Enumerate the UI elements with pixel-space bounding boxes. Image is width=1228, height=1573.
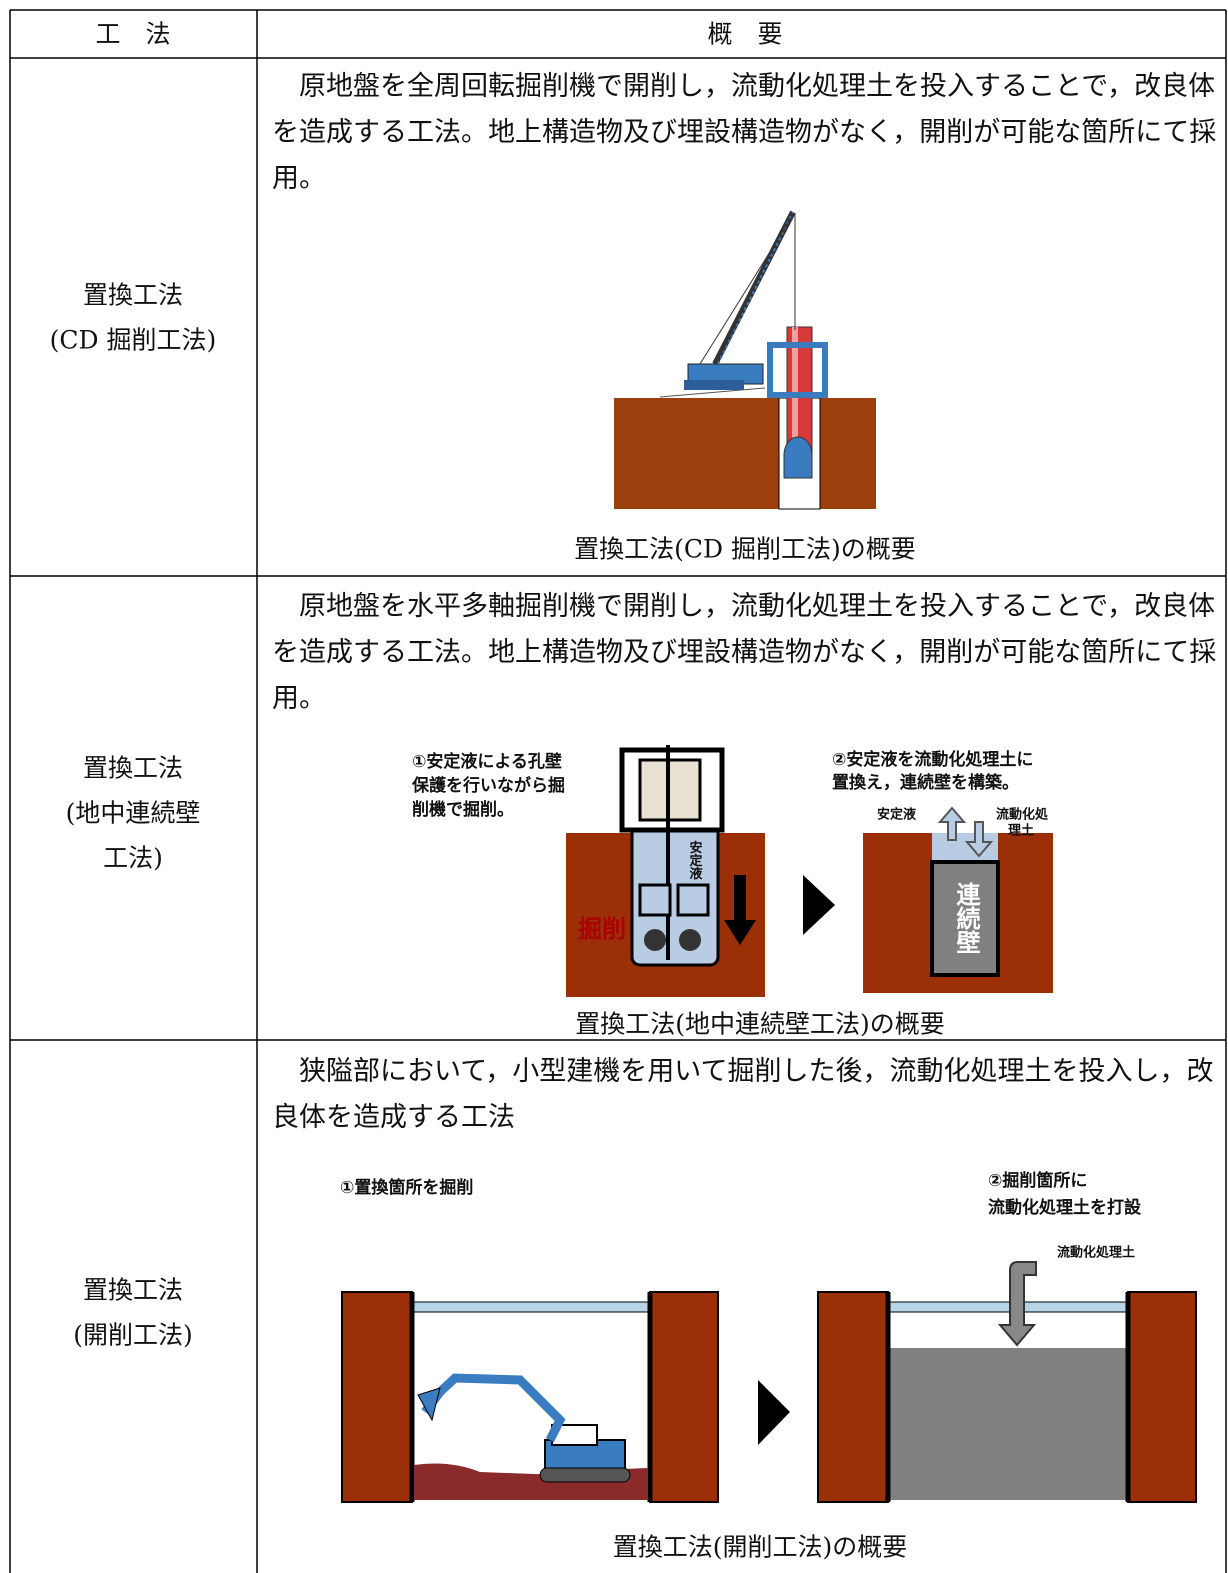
- figure-label: 流動化処理土を打設: [988, 1197, 1142, 1218]
- figure-label: 削機で掘削。: [412, 799, 514, 820]
- method: (地中連続壁: [66, 799, 201, 828]
- caption: 置換工法(開削工法)の概要: [613, 1533, 908, 1562]
- table-grid: [9, 9, 1227, 1573]
- figure-label: 置換え，連続壁を構築。: [832, 772, 1019, 793]
- method: (CD 掘削工法): [50, 326, 217, 355]
- figure-label: 連続壁: [952, 882, 980, 954]
- figure-wall: ①安定液による孔壁 保護を行いながら掘 削機で掘削。 ②安定液を流動化処理土に …: [411, 745, 1053, 997]
- description: 原地盤を全周回転掘削機で開削し，流動化処理土を投入することで，改良体を造成する工…: [272, 71, 1217, 194]
- figure-cd: [614, 210, 876, 510]
- method: (開削工法): [73, 1321, 193, 1350]
- caption: 置換工法(地中連続壁工法)の概要: [575, 1010, 945, 1039]
- method: 置換工法: [83, 1276, 183, 1305]
- header: 概 要: [707, 20, 782, 49]
- figure-open: ①置換箇所を掘削 ②掘削箇所に 流動化処理土を打設 流動化処理土: [340, 1170, 1197, 1503]
- figure-label: ②掘削箇所に: [988, 1170, 1087, 1191]
- method: 工法): [103, 844, 163, 873]
- figure-label: 流動化処理土: [1057, 1245, 1135, 1261]
- figure-label: 流動化処: [996, 807, 1049, 823]
- figure-label: 保護を行いながら掘: [411, 775, 565, 796]
- header: 工 法: [95, 20, 170, 49]
- method: 置換工法: [83, 281, 183, 310]
- description: 原地盤を水平多軸掘削機で開削し，流動化処理土を投入することで，改良体を造成する工…: [272, 591, 1217, 714]
- figure-label: 掘削: [578, 915, 626, 943]
- figure-label: 安定液: [687, 840, 704, 881]
- description: 狭隘部において，小型建機を用いて掘削した後，流動化処理土を投入し，改良体を造成す…: [272, 1056, 1214, 1133]
- figure-label: ②安定液を流動化処理土に: [832, 749, 1033, 770]
- caption: 置換工法(CD 掘削工法)の概要: [574, 535, 916, 564]
- figure-label: 理土: [1008, 823, 1034, 839]
- figure-label: ①置換箇所を掘削: [340, 1177, 473, 1198]
- figure-label: ①安定液による孔壁: [412, 751, 562, 772]
- figure-label: 安定液: [877, 807, 916, 823]
- method: 置換工法: [83, 754, 183, 783]
